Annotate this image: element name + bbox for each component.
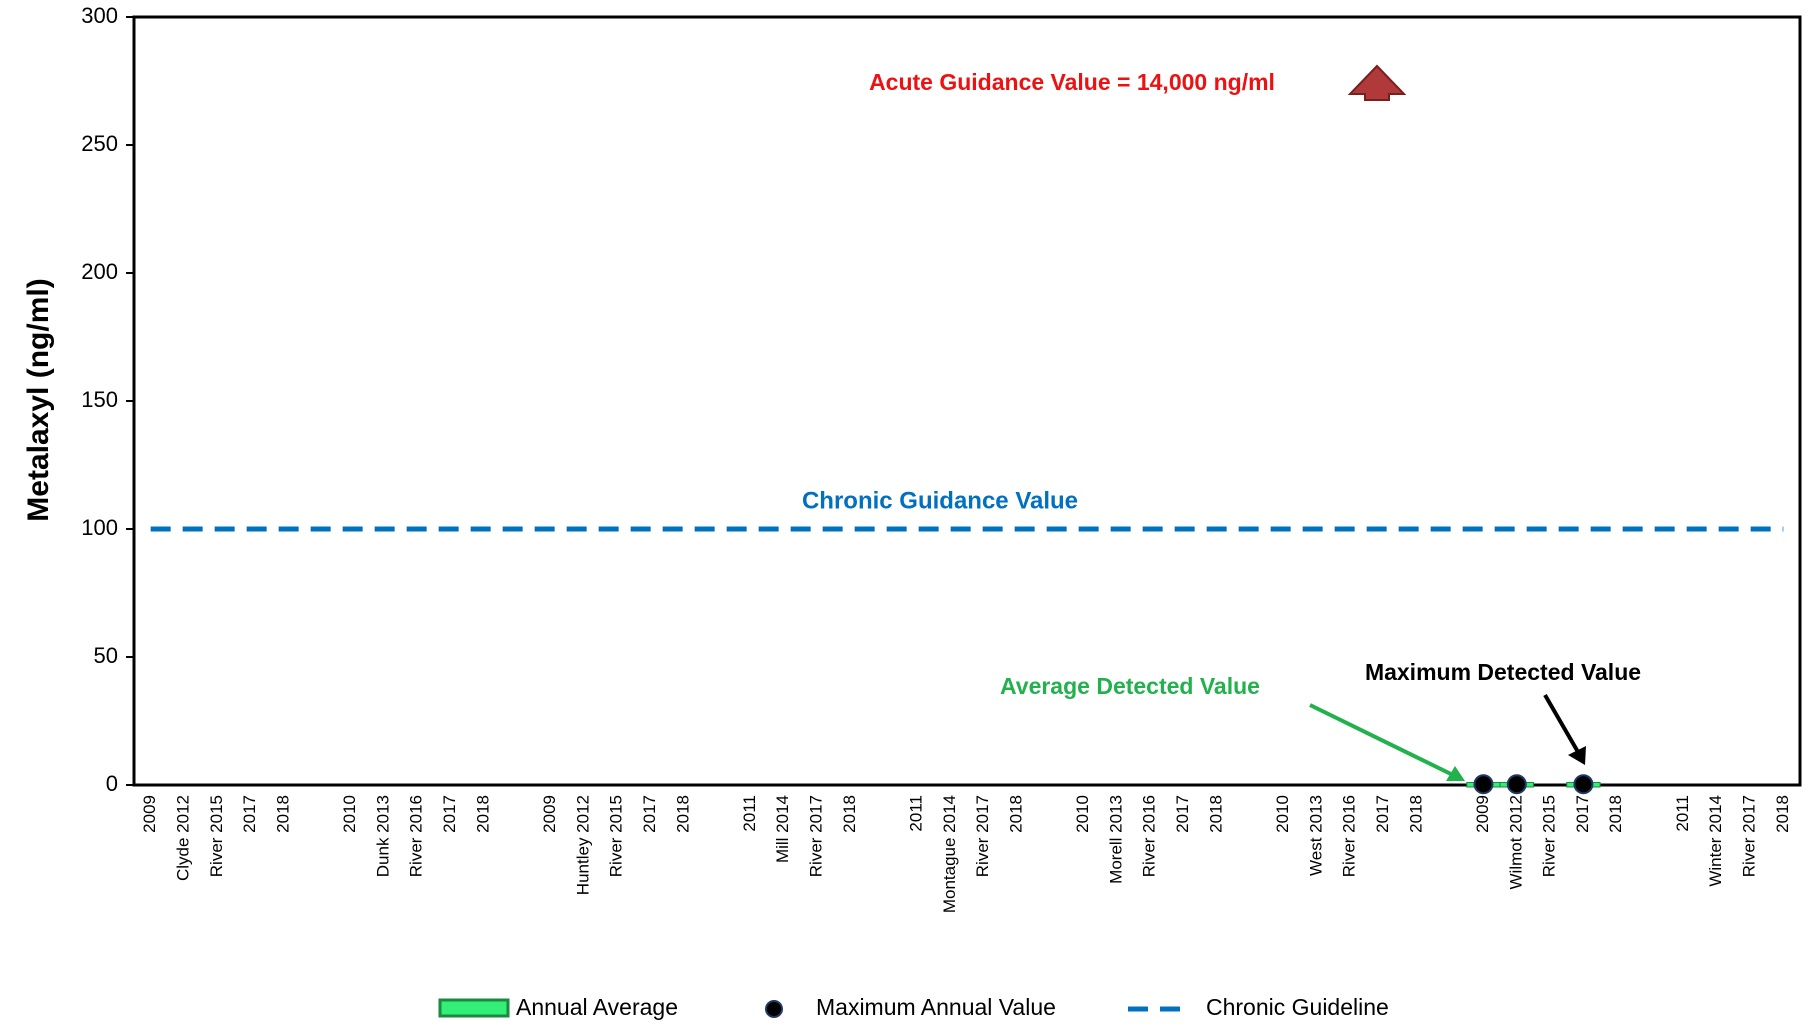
- x-tick-label: Dunk 2013: [373, 795, 392, 877]
- avg-arrowhead: [1446, 766, 1465, 781]
- x-tick-label: 2011: [1673, 795, 1692, 832]
- x-tick-label: Mill 2014: [773, 795, 792, 863]
- max-arrowhead: [1568, 746, 1586, 765]
- y-tick-label: 300: [81, 3, 118, 28]
- x-tick-label: 2018: [1406, 795, 1425, 833]
- x-tick-label: 2009: [1473, 795, 1492, 833]
- legend-label: Annual Average: [516, 994, 678, 1020]
- x-tick-label: Morell 2013: [1106, 795, 1125, 884]
- x-tick-label: 2017: [1373, 795, 1392, 833]
- annotation: Chronic Guidance Value: [802, 487, 1078, 514]
- x-tick-label: 2009: [540, 795, 559, 833]
- y-axis-label: Metalaxyl (ng/ml): [22, 278, 55, 521]
- x-tick-label: River 2015: [1540, 795, 1559, 877]
- x-tick-label: River 2017: [807, 795, 826, 877]
- x-tick-label: West 2013: [1306, 795, 1325, 876]
- x-tick-label: Montague 2014: [940, 795, 959, 913]
- legend-swatch: [438, 998, 510, 1018]
- x-tick-label: Clyde 2012: [173, 795, 192, 881]
- x-tick-label: 2017: [240, 795, 259, 833]
- legend-label: Maximum Annual Value: [816, 994, 1056, 1020]
- y-tick-label: 250: [81, 131, 118, 156]
- point: [1473, 774, 1494, 795]
- x-tick-label: 2011: [740, 795, 759, 832]
- point: [1506, 774, 1527, 795]
- x-tick-label: 2018: [1206, 795, 1225, 833]
- x-tick-label: 2009: [140, 795, 159, 833]
- avg-arrow: [1309, 703, 1456, 778]
- y-tick-label: 0: [106, 771, 118, 796]
- y-tick-label: 100: [81, 515, 118, 540]
- x-tick-label: River 2015: [607, 795, 626, 877]
- point: [1573, 774, 1594, 795]
- acute-arrow: [1347, 64, 1407, 101]
- max-arrow: [1543, 693, 1580, 754]
- x-tick-label: Huntley 2012: [573, 795, 592, 895]
- x-tick-label: 2010: [1273, 795, 1292, 833]
- x-tick-label: 2018: [1006, 795, 1025, 833]
- legend-label: Chronic Guideline: [1206, 994, 1389, 1020]
- x-tick-label: 2010: [1073, 795, 1092, 833]
- annotation: Maximum Detected Value: [1365, 659, 1641, 685]
- x-tick-label: 2017: [440, 795, 459, 833]
- legend-swatch: [765, 1000, 783, 1018]
- annotation: Acute Guidance Value = 14,000 ng/ml: [869, 69, 1275, 95]
- x-tick-label: River 2016: [407, 795, 426, 877]
- x-tick-label: 2018: [473, 795, 492, 833]
- x-tick-label: 2018: [840, 795, 859, 833]
- x-tick-label: 2018: [673, 795, 692, 833]
- x-tick-label: River 2016: [1340, 795, 1359, 877]
- x-tick-label: 2011: [907, 795, 926, 832]
- x-tick-label: River 2017: [973, 795, 992, 877]
- x-tick-label: 2010: [340, 795, 359, 833]
- x-tick-label: 2017: [1573, 795, 1592, 833]
- x-tick-label: 2018: [273, 795, 292, 833]
- x-tick-label: 2017: [640, 795, 659, 833]
- x-tick-label: River 2016: [1140, 795, 1159, 877]
- y-tick-label: 200: [81, 259, 118, 284]
- x-tick-label: Wilmot 2012: [1506, 795, 1525, 889]
- x-tick-label: 2018: [1606, 795, 1625, 833]
- x-tick-label: 2018: [1773, 795, 1792, 833]
- x-tick-label: River 2017: [1740, 795, 1759, 877]
- x-tick-label: River 2015: [207, 795, 226, 877]
- y-tick-label: 50: [94, 643, 118, 668]
- x-tick-label: 2017: [1173, 795, 1192, 833]
- y-tick-label: 150: [81, 387, 118, 412]
- legend: Annual Average Maximum Annual Value Chro…: [438, 994, 1389, 1020]
- x-tick-label: Winter 2014: [1706, 795, 1725, 887]
- annotation: Average Detected Value: [1000, 673, 1260, 699]
